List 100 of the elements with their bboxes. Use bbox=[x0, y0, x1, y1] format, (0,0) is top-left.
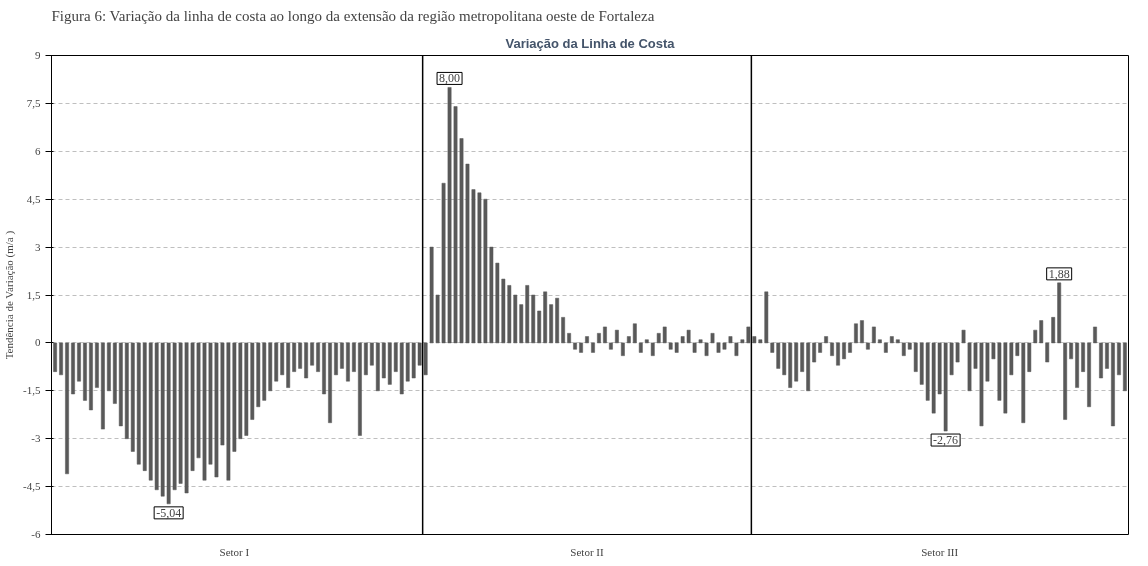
bar bbox=[579, 342, 583, 353]
bar bbox=[65, 342, 69, 475]
bar bbox=[106, 342, 111, 392]
bar bbox=[1105, 342, 1109, 369]
bar bbox=[1075, 342, 1079, 388]
y-tick-label: 3 bbox=[35, 240, 41, 253]
bar bbox=[603, 326, 607, 344]
bar bbox=[363, 342, 368, 376]
bar bbox=[369, 342, 374, 366]
data-label: 8,00 bbox=[439, 71, 461, 86]
data-label: -2,76 bbox=[933, 433, 959, 448]
data-label: 1,88 bbox=[1048, 266, 1070, 281]
text: Figura 6: Variação da linha de costa ao longo da extensão da região metropolitana oeste de Fortaleza bbox=[51, 7, 655, 24]
bar bbox=[620, 342, 625, 356]
bar bbox=[860, 320, 864, 344]
bar bbox=[286, 342, 291, 388]
bar bbox=[1099, 342, 1103, 379]
bar bbox=[328, 342, 332, 423]
bar bbox=[710, 333, 715, 344]
bar bbox=[836, 342, 840, 366]
bar bbox=[310, 342, 314, 366]
y-tick-label: 4,5 bbox=[26, 192, 41, 205]
bar bbox=[118, 342, 123, 427]
bar bbox=[1117, 342, 1121, 376]
bar bbox=[358, 342, 362, 436]
bar bbox=[609, 342, 613, 350]
bar bbox=[597, 333, 601, 344]
bar bbox=[1081, 342, 1085, 372]
bar bbox=[591, 342, 595, 353]
bar bbox=[95, 342, 99, 388]
bar bbox=[375, 342, 380, 392]
y-axis-title: Tendência de Variação (m/a ) bbox=[3, 230, 17, 360]
bar bbox=[53, 342, 57, 372]
bar bbox=[334, 342, 338, 376]
bar bbox=[549, 304, 554, 344]
bar bbox=[77, 342, 81, 382]
x-tick-label: Setor I bbox=[219, 545, 250, 558]
bar bbox=[961, 329, 966, 344]
bar bbox=[561, 317, 565, 344]
y-tick-label: 6 bbox=[35, 144, 41, 157]
bar bbox=[872, 326, 876, 344]
y-tick-label: -3 bbox=[31, 432, 41, 445]
chart-title: Variação da Linha de Costa bbox=[505, 35, 676, 51]
bar bbox=[573, 342, 577, 350]
bar bbox=[806, 342, 811, 392]
bar bbox=[704, 342, 709, 356]
bar bbox=[1057, 282, 1062, 344]
x-tick-label: Setor III bbox=[921, 545, 959, 558]
bar bbox=[883, 342, 888, 353]
bar bbox=[1087, 342, 1091, 408]
bar bbox=[346, 342, 350, 382]
y-tick-label: 9 bbox=[35, 49, 41, 61]
bar bbox=[1063, 342, 1068, 420]
bar bbox=[615, 329, 619, 344]
bar bbox=[555, 297, 560, 344]
bar bbox=[842, 342, 846, 360]
bar bbox=[866, 342, 870, 350]
y-tick-label: 7,5 bbox=[26, 96, 41, 109]
bar bbox=[728, 336, 733, 344]
bar bbox=[632, 323, 637, 344]
y-tick-label: 1,5 bbox=[26, 288, 41, 301]
bar bbox=[877, 339, 882, 344]
bar bbox=[1051, 317, 1056, 344]
bar bbox=[567, 333, 571, 344]
bar bbox=[895, 339, 900, 344]
x-tick-label: Setor II bbox=[570, 545, 604, 558]
bar bbox=[71, 342, 75, 395]
bar bbox=[292, 342, 297, 372]
bar bbox=[112, 342, 117, 404]
bar bbox=[1111, 342, 1115, 427]
bar bbox=[298, 342, 303, 369]
bar bbox=[316, 342, 320, 372]
bar bbox=[322, 342, 326, 395]
bar bbox=[543, 291, 548, 344]
bar bbox=[854, 323, 858, 344]
bar bbox=[812, 342, 817, 363]
bar bbox=[1069, 342, 1074, 360]
bar bbox=[1093, 326, 1097, 344]
bar bbox=[101, 342, 105, 430]
bar bbox=[89, 342, 93, 411]
bar bbox=[889, 336, 894, 344]
bar bbox=[626, 336, 631, 344]
y-tick-label: 0 bbox=[35, 336, 41, 349]
bar bbox=[83, 342, 87, 401]
bar bbox=[734, 342, 739, 356]
bar bbox=[59, 342, 63, 376]
data-label: -5,04 bbox=[156, 505, 182, 520]
bar bbox=[352, 342, 356, 372]
bar bbox=[698, 339, 703, 344]
bar bbox=[692, 342, 697, 353]
bar bbox=[848, 342, 852, 353]
bar bbox=[800, 342, 805, 372]
y-tick-label: -4,5 bbox=[23, 480, 41, 493]
bar bbox=[1123, 342, 1127, 392]
bar bbox=[824, 336, 828, 344]
y-tick-label: -6 bbox=[31, 528, 41, 540]
bar bbox=[818, 342, 822, 353]
bar bbox=[340, 342, 344, 369]
bar bbox=[830, 342, 834, 356]
y-tick-label: -1,5 bbox=[23, 384, 41, 397]
